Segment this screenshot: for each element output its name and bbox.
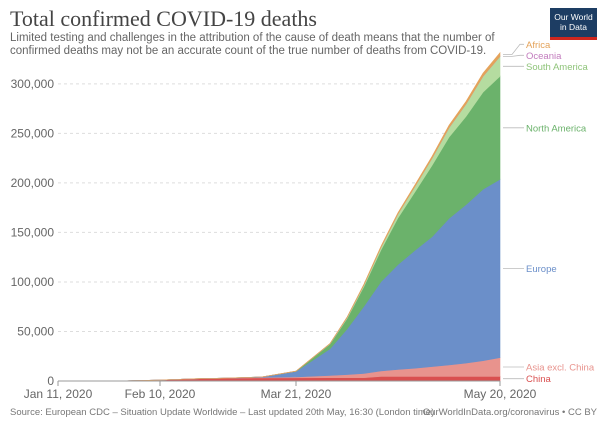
owid-logo[interactable]: Our World in Data [550,8,597,40]
y-tick-label: 50,000 [17,324,54,338]
y-axis: 0 50,000 100,000 150,000 200,000 250,000 300,0… [11,77,55,388]
series-label-europe: Europe [526,264,557,275]
series-label-asia-excl-china: Asia excl. China [526,362,595,373]
source-note: Source: European CDC – Situation Update … [10,407,435,418]
logo-line-2: in Data [560,22,587,32]
label-connector [503,43,524,55]
credit-link[interactable]: OurWorldInData.org/coronavirus • CC BY [422,407,597,418]
x-tick-label: Jan 11, 2020 [24,387,93,401]
y-tick-label: 250,000 [11,126,55,140]
x-tick-label: Feb 10, 2020 [125,387,196,401]
label-connector [503,54,524,57]
chart-title: Total confirmed COVID-19 deaths [10,6,317,31]
y-tick-label: 200,000 [11,176,55,190]
series-label-north-america: North America [526,123,587,134]
series-label-africa: Africa [526,40,551,51]
y-tick-label: 300,000 [11,77,55,91]
series-label-oceania: Oceania [526,51,562,62]
y-tick-label: 100,000 [11,275,55,289]
x-tick-label: May 20, 2020 [464,387,537,401]
y-tick-label: 150,000 [11,225,55,239]
logo-line-1: Our World [554,12,593,22]
x-axis: Jan 11, 2020 Feb 10, 2020 Mar 21, 2020 May … [24,380,537,401]
chart-subtitle: Limited testing and challenges in the at… [10,32,495,57]
series-label-china: China [526,374,552,385]
y-tick-label: 0 [47,374,54,388]
area-africa [58,51,501,382]
x-tick-label: Mar 21, 2020 [261,387,332,401]
series-label-south-america: South America [526,62,588,73]
